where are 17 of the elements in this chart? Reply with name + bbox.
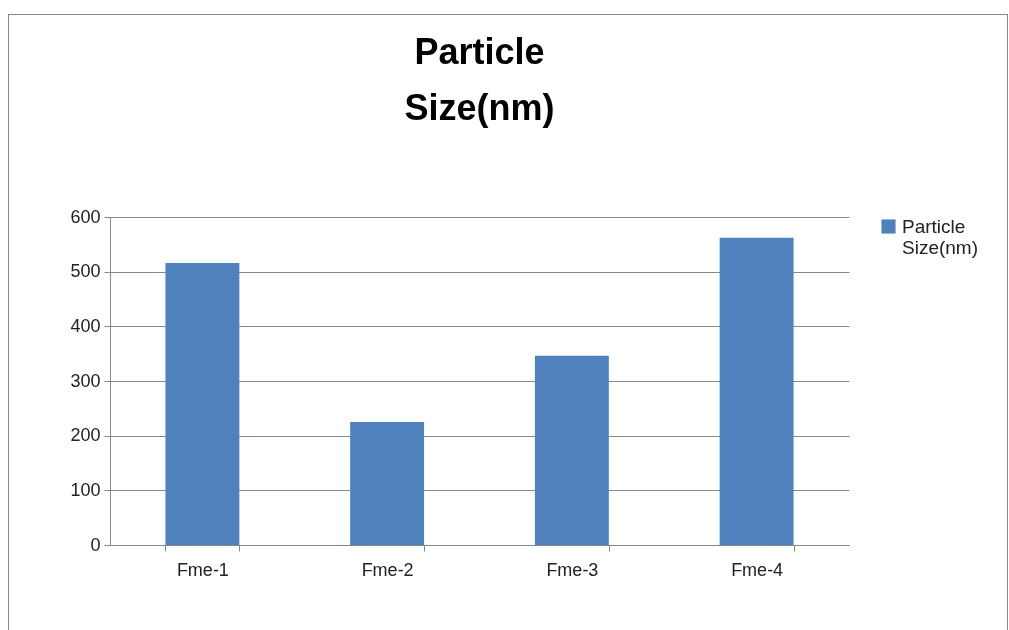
x-tick-label: Fme-3 bbox=[546, 559, 599, 580]
x-tick-label: Fme-1 bbox=[176, 559, 229, 580]
y-tick-label: 600 bbox=[70, 206, 101, 227]
bar bbox=[719, 237, 794, 545]
legend-label: Particle Size(nm) bbox=[902, 215, 979, 258]
x-tick-label: Fme-4 bbox=[731, 559, 784, 580]
x-tick-label: Fme-2 bbox=[361, 559, 414, 580]
y-tick-label: 200 bbox=[70, 425, 101, 446]
y-tick-label: 100 bbox=[70, 479, 101, 500]
bar bbox=[534, 355, 609, 545]
bar bbox=[350, 422, 425, 545]
chart-title: Particle Size(nm) bbox=[404, 31, 555, 128]
y-tick-label: 400 bbox=[70, 315, 101, 336]
y-tick-label: 500 bbox=[70, 261, 101, 282]
y-tick-label: 300 bbox=[70, 370, 101, 391]
bar bbox=[165, 262, 240, 545]
y-tick-label: 0 bbox=[90, 534, 101, 555]
